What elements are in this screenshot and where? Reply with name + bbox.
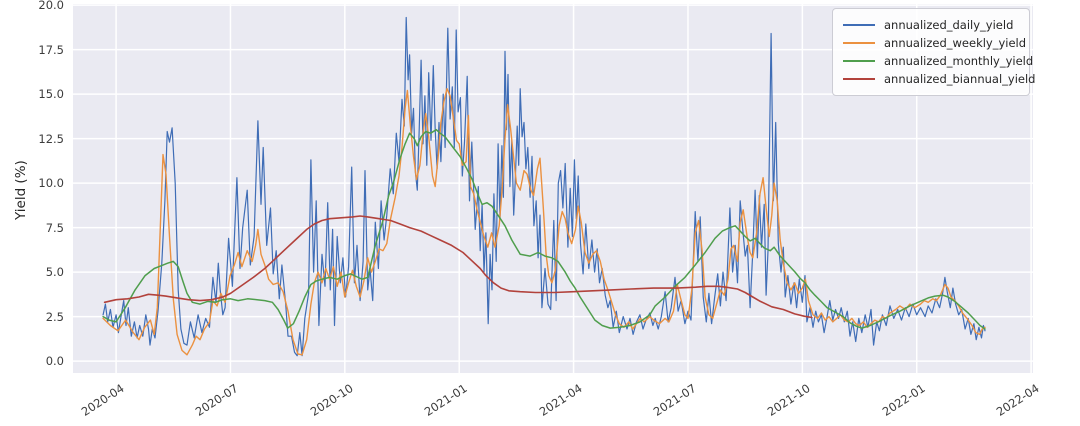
series-line-annualized_weekly_yield [102, 87, 986, 356]
y-tick-label: 12.5 [38, 131, 64, 146]
legend-item: annualized_monthly_yield [843, 52, 1033, 70]
y-tick-label: 10.0 [38, 176, 64, 191]
legend-line-swatch [843, 78, 875, 80]
y-tick-label: 20.0 [38, 0, 64, 13]
y-axis-label: Yield (%) [13, 160, 29, 220]
y-tick-label: 15.0 [38, 87, 64, 102]
y-tick-label: 17.5 [38, 42, 64, 57]
legend-item-label: annualized_biannual_yield [884, 72, 1036, 86]
legend-line-swatch [843, 42, 875, 44]
series-line-annualized_monthly_yield [102, 128, 986, 330]
y-tick-label: 7.5 [45, 220, 64, 235]
legend-item-label: annualized_daily_yield [884, 18, 1014, 32]
legend-line-swatch [843, 60, 875, 62]
y-tick-label: 0.0 [45, 354, 64, 369]
legend-item-label: annualized_weekly_yield [884, 36, 1027, 50]
y-tick-label: 5.0 [45, 265, 64, 280]
series-line-annualized_biannual_yield [103, 215, 813, 319]
legend-item: annualized_daily_yield [843, 16, 1019, 34]
legend: annualized_daily_yield annualized_weekly_… [832, 8, 1035, 96]
legend-line-swatch [843, 24, 875, 26]
legend-item: annualized_weekly_yield [843, 34, 1026, 52]
legend-item: annualized_biannual_yield [843, 70, 1035, 88]
legend-item-label: annualized_monthly_yield [884, 54, 1034, 68]
series-line-annualized_daily_yield [102, 16, 986, 357]
y-tick-label: 2.5 [45, 309, 64, 324]
